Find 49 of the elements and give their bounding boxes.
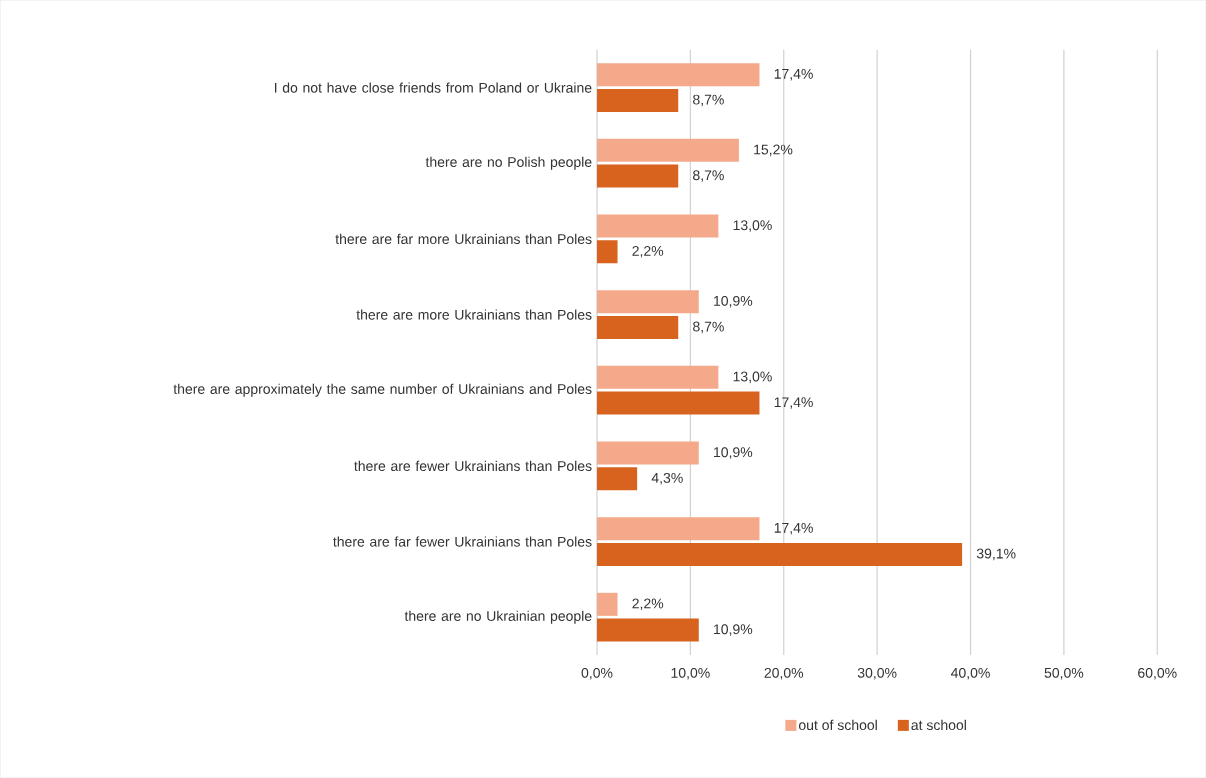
bar xyxy=(597,592,618,616)
bar xyxy=(597,290,699,314)
bar xyxy=(597,543,963,567)
x-tick-label: 10,0% xyxy=(671,668,710,680)
bar xyxy=(597,214,719,238)
x-tick-label: 0,0% xyxy=(581,668,613,680)
data-label: 13,0% xyxy=(733,371,772,384)
y-tick-label: there are fewer Ukrainians than Poles xyxy=(354,460,592,472)
bar xyxy=(597,517,760,541)
bar xyxy=(597,89,679,113)
bar xyxy=(597,240,618,264)
x-tick-label: 30,0% xyxy=(857,668,897,680)
bar xyxy=(597,164,679,188)
data-label: 2,2% xyxy=(632,598,664,611)
bar xyxy=(597,63,760,87)
bar xyxy=(597,467,638,491)
y-tick-label: I do not have close friends from Poland or Ukraine xyxy=(274,82,592,93)
bar xyxy=(597,441,699,465)
bar xyxy=(597,618,699,642)
legend-label: at school xyxy=(911,719,966,731)
data-label: 10,9% xyxy=(714,296,753,308)
bar xyxy=(597,391,760,415)
data-label: 10,9% xyxy=(714,447,753,459)
data-label: 4,3% xyxy=(651,473,683,485)
data-label: 2,2% xyxy=(632,246,664,258)
bar xyxy=(597,316,679,340)
data-label: 15,2% xyxy=(754,144,793,157)
data-label: 17,4% xyxy=(774,523,813,535)
bar xyxy=(597,365,719,389)
data-label: 39,1% xyxy=(976,548,1016,561)
y-tick-label: there are no Polish people xyxy=(425,156,592,170)
x-tick-label: 20,0% xyxy=(764,668,804,680)
y-tick-label: there are more Ukrainians than Poles xyxy=(356,309,592,320)
bar xyxy=(597,138,739,162)
legend-label: out of school xyxy=(798,719,877,731)
x-tick-label: 40,0% xyxy=(950,668,990,680)
y-tick-label: there are far more Ukrainians than Poles xyxy=(335,233,592,245)
x-tick-label: 50,0% xyxy=(1044,668,1084,680)
data-label: 17,4% xyxy=(774,69,813,81)
data-label: 8,7% xyxy=(693,94,724,107)
y-tick-label: there are far fewer Ukrainians than Poles xyxy=(333,536,592,547)
x-tick-label: 60,0% xyxy=(1138,668,1177,680)
data-label: 8,7% xyxy=(693,170,724,182)
data-label: 17,4% xyxy=(774,397,813,409)
data-label: 8,7% xyxy=(693,321,724,334)
y-tick-label: there are no Ukrainian people xyxy=(404,610,592,624)
y-tick-label: there are approximately the same number of Ukrainians and Poles xyxy=(173,383,592,397)
data-label: 10,9% xyxy=(714,624,753,636)
data-label: 13,0% xyxy=(733,220,772,232)
